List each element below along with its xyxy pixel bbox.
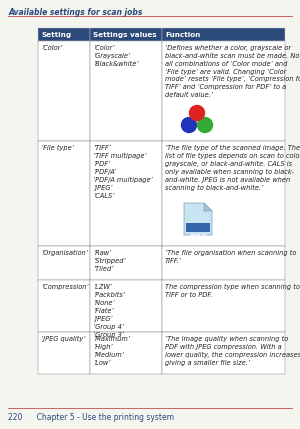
Bar [90, 141, 162, 246]
Text: ‘The image quality when scanning to
PDF with JPEG compression. With a
lower qual: ‘The image quality when scanning to PDF … [165, 336, 300, 366]
Bar [162, 28, 285, 41]
Text: ‘Defines whether a color, grayscale or
black-and-white scan must be made. Not
al: ‘Defines whether a color, grayscale or b… [165, 45, 300, 98]
Text: Setting: Setting [41, 32, 71, 38]
Bar [38, 41, 90, 141]
Bar [90, 41, 162, 141]
Bar [162, 280, 285, 332]
Text: ‘Compression’: ‘Compression’ [41, 284, 88, 290]
Text: The compression type when scanning to
TIFF or to PDF.: The compression type when scanning to TI… [165, 284, 300, 298]
Text: ‘LZW’
‘Packbits’
‘None’
‘Flate’
‘JPEG’
‘Group 4’
‘Group 3’: ‘LZW’ ‘Packbits’ ‘None’ ‘Flate’ ‘JPEG’ ‘… [93, 284, 125, 338]
Text: ‘JPEG quality’: ‘JPEG quality’ [41, 336, 86, 342]
Bar [38, 332, 90, 374]
Polygon shape [204, 203, 212, 211]
Bar [162, 332, 285, 374]
Text: ‘File type’: ‘File type’ [41, 145, 74, 151]
Bar [90, 280, 162, 332]
Circle shape [182, 118, 196, 133]
Text: Function: Function [165, 32, 200, 38]
Polygon shape [184, 203, 212, 235]
Text: ‘Maximum’
‘High’
‘Medium’
‘Low’: ‘Maximum’ ‘High’ ‘Medium’ ‘Low’ [93, 336, 130, 366]
Text: Settings values: Settings values [93, 32, 157, 38]
Bar [38, 28, 90, 41]
Text: ‘Color’
‘Grayscale’
‘Black&white’: ‘Color’ ‘Grayscale’ ‘Black&white’ [93, 45, 139, 67]
Bar [38, 280, 90, 332]
Text: 220      Chapter 5 - Use the printing system: 220 Chapter 5 - Use the printing system [8, 413, 174, 422]
Circle shape [190, 106, 205, 121]
Text: ‘TIFF’
‘TIFF multipage’
‘PDF’
‘PDF/A’
‘PDF/A multipage’
‘JPEG’
‘CALS’: ‘TIFF’ ‘TIFF multipage’ ‘PDF’ ‘PDF/A’ ‘P… [93, 145, 153, 199]
Text: ‘The file type of the scanned image. The
list of file types depends on scan to c: ‘The file type of the scanned image. The… [165, 145, 300, 190]
Text: ‘The file organisation when scanning to
TIFF.’: ‘The file organisation when scanning to … [165, 250, 296, 264]
Bar [162, 141, 285, 246]
Bar [38, 246, 90, 280]
Text: ‘Raw’
‘Stripped’
‘Tiled’: ‘Raw’ ‘Stripped’ ‘Tiled’ [93, 250, 126, 272]
Circle shape [197, 118, 212, 133]
Text: ‘Color’: ‘Color’ [41, 45, 62, 51]
Text: ‘Organisation’: ‘Organisation’ [41, 250, 88, 256]
Bar [162, 41, 285, 141]
Bar [90, 332, 162, 374]
Bar [38, 141, 90, 246]
Text: JPEG: JPEG [189, 233, 207, 239]
Bar [90, 28, 162, 41]
Bar [186, 223, 210, 232]
Bar [162, 246, 285, 280]
Bar [90, 246, 162, 280]
Text: Available settings for scan jobs: Available settings for scan jobs [8, 8, 142, 17]
